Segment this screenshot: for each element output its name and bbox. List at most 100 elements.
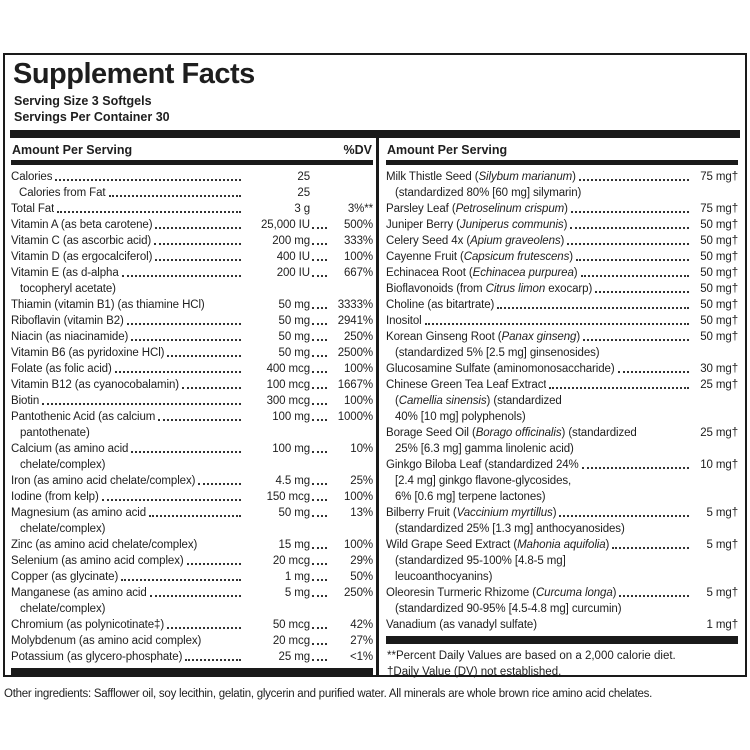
ingredient-amount: 4.5 mg: [275, 475, 310, 487]
ingredient-amount: 50 mg†: [700, 251, 738, 263]
ingredient-name-continuation: (standardized 95-100% [4.8-5 mg]: [395, 555, 566, 567]
dv-footnote: **Percent Daily Values are based on a 2,…: [387, 650, 676, 662]
dot-leader: [155, 259, 241, 261]
supplement-row: Milk Thistle Seed (Silybum marianum) 75 m…: [386, 169, 738, 185]
dot-leader: [57, 211, 241, 213]
supplement-row: Molybdenum (as amino acid complex) 20 mcg…: [11, 633, 373, 649]
ingredient-amount: 50 mg: [278, 331, 311, 343]
ingredient-name-continuation: (standardized 90-95% [4.5-4.8 mg] curcum…: [395, 603, 622, 615]
dv-footnote: †Daily Value (DV) not established.: [387, 665, 562, 678]
ingredient-name: Zinc (as amino acid chelate/complex): [11, 539, 198, 551]
ingredient-name: Inositol: [386, 315, 422, 327]
right-rows: Milk Thistle Seed (Silybum marianum) 75 m…: [386, 165, 738, 633]
ingredient-name: Parsley Leaf (Petroselinum crispum): [386, 203, 568, 215]
dot-leader: [580, 275, 689, 277]
ingredient-dv: 100%: [343, 491, 373, 503]
ingredient-amount: 20 mcg: [272, 555, 310, 567]
ingredient-name: Iodine (from kelp): [11, 491, 99, 503]
dot-leader: [312, 371, 327, 373]
ingredient-name: Pantothenic Acid (as calcium: [11, 411, 156, 423]
dot-leader: [570, 227, 689, 229]
ingredient-dv: 100%: [343, 395, 373, 407]
ingredient-dv: 100%: [343, 251, 373, 263]
ingredient-name-continuation: 40% [10 mg] polyphenols): [395, 411, 526, 423]
dot-leader: [549, 387, 689, 389]
supplement-row: Ginkgo Biloba Leaf (standardized 24% 10 m…: [386, 457, 738, 473]
ingredient-name: Chromium (as polynicotinate‡): [11, 619, 165, 631]
supplement-row: Vitamin A (as beta carotene) 25,000 IU 500…: [11, 217, 373, 233]
ingredient-amount: 50 mg: [278, 347, 311, 359]
dot-leader: [167, 355, 241, 357]
supplement-row: Iron (as amino acid chelate/complex) 4.5 …: [11, 473, 373, 489]
supplement-row: Calories 25: [11, 169, 373, 185]
ingredient-name: Niacin (as niacinamide): [11, 331, 129, 343]
ingredient-dv: 500%: [343, 219, 373, 231]
ingredient-dv: 42%: [350, 619, 373, 631]
supplement-row: Pantothenic Acid (as calcium 100 mg 1000%: [11, 409, 373, 425]
supplement-row: Inositol 50 mg†: [386, 313, 738, 329]
dot-leader: [312, 643, 327, 645]
supplement-row: Borage Seed Oil (Borago officinalis) (st…: [386, 425, 738, 441]
ingredient-name: Selenium (as amino acid complex): [11, 555, 184, 567]
dot-leader: [158, 419, 241, 421]
dot-leader: [312, 339, 327, 341]
dot-leader: [155, 227, 241, 229]
header-underline-bar: [386, 160, 738, 165]
ingredient-dv: 100%: [343, 363, 373, 375]
dot-leader: [312, 579, 327, 581]
ingredient-name: Vanadium (as vanadyl sulfate): [386, 619, 537, 631]
amount-per-serving-header: Amount Per Serving: [387, 143, 508, 157]
ingredient-amount: 25,000 IU: [261, 219, 310, 231]
ingredient-name-continuation: (Camellia sinensis) (standardized: [395, 395, 562, 407]
left-column-end-bar: [11, 668, 373, 676]
ingredient-name: Borage Seed Oil (Borago officinalis) (st…: [386, 427, 637, 439]
ingredient-name: Oleoresin Turmeric Rhizome (Curcuma long…: [386, 587, 617, 599]
dot-leader: [312, 243, 327, 245]
ingredient-amount: 400 mcg: [266, 363, 311, 375]
dot-leader: [567, 243, 689, 245]
ingredient-name: Wild Grape Seed Extract (Mahonia aquifol…: [386, 539, 610, 551]
panel-title: Supplement Facts: [13, 58, 255, 90]
supplement-row: Parsley Leaf (Petroselinum crispum) 75 mg…: [386, 201, 738, 217]
ingredient-amount: 50 mg†: [700, 283, 738, 295]
ingredient-dv: 3333%: [337, 299, 373, 311]
ingredient-dv: 250%: [343, 331, 373, 343]
ingredient-name: Vitamin B6 (as pyridoxine HCl): [11, 347, 165, 359]
ingredient-dv: <1%: [349, 651, 373, 663]
ingredient-name-continuation: 6% [0.6 mg] terpene lactones): [395, 491, 546, 503]
supplement-row: Vitamin E (as d-alpha 200 IU 667%: [11, 265, 373, 281]
ingredient-name: Copper (as glycinate): [11, 571, 119, 583]
supplement-row: Potassium (as glycero-phosphate) 25 mg <1%: [11, 649, 373, 665]
supplement-row: Cayenne Fruit (Capsicum frutescens) 50 mg…: [386, 249, 738, 265]
ingredient-name-continuation: chelate/complex): [20, 523, 106, 535]
dot-leader: [312, 595, 327, 597]
ingredient-name: Vitamin E (as d-alpha: [11, 267, 119, 279]
vertical-divider: [376, 138, 379, 675]
dot-leader: [570, 211, 689, 213]
ingredient-name-continuation: (standardized 5% [2.5 mg] ginsenosides): [395, 347, 600, 359]
dot-leader: [595, 291, 689, 293]
ingredient-amount: 200 IU: [276, 267, 310, 279]
ingredient-name: Thiamin (vitamin B1) (as thiamine HCl): [11, 299, 205, 311]
ingredient-name: Echinacea Root (Echinacea purpurea): [386, 267, 578, 279]
supplement-row: Iodine (from kelp) 150 mcg 100%: [11, 489, 373, 505]
right-column-header: Amount Per Serving: [386, 138, 738, 160]
ingredient-name: Choline (as bitartrate): [386, 299, 495, 311]
ingredient-dv: 667%: [343, 267, 373, 279]
dot-leader: [424, 323, 689, 325]
ingredient-dv: 29%: [350, 555, 373, 567]
ingredient-amount: 5 mg†: [706, 587, 739, 599]
dot-leader: [198, 483, 241, 485]
dot-leader: [312, 259, 327, 261]
ingredient-amount: 50 mg†: [700, 267, 738, 279]
dot-leader: [312, 275, 327, 277]
supplement-row: Choline (as bitartrate) 50 mg†: [386, 297, 738, 313]
ingredient-name-continuation: (standardized 80% [60 mg] silymarin): [395, 187, 582, 199]
ingredient-amount: 100 mg: [272, 411, 310, 423]
ingredient-name: Vitamin B12 (as cyanocobalamin): [11, 379, 179, 391]
supplement-row: Total Fat 3 g 3%**: [11, 201, 373, 217]
supplement-row: Niacin (as niacinamide) 50 mg 250%: [11, 329, 373, 345]
ingredient-name: Magnesium (as amino acid: [11, 507, 147, 519]
ingredient-name: Bilberry Fruit (Vaccinium myrtillus): [386, 507, 557, 519]
ingredient-name-continuation: chelate/complex): [20, 459, 106, 471]
